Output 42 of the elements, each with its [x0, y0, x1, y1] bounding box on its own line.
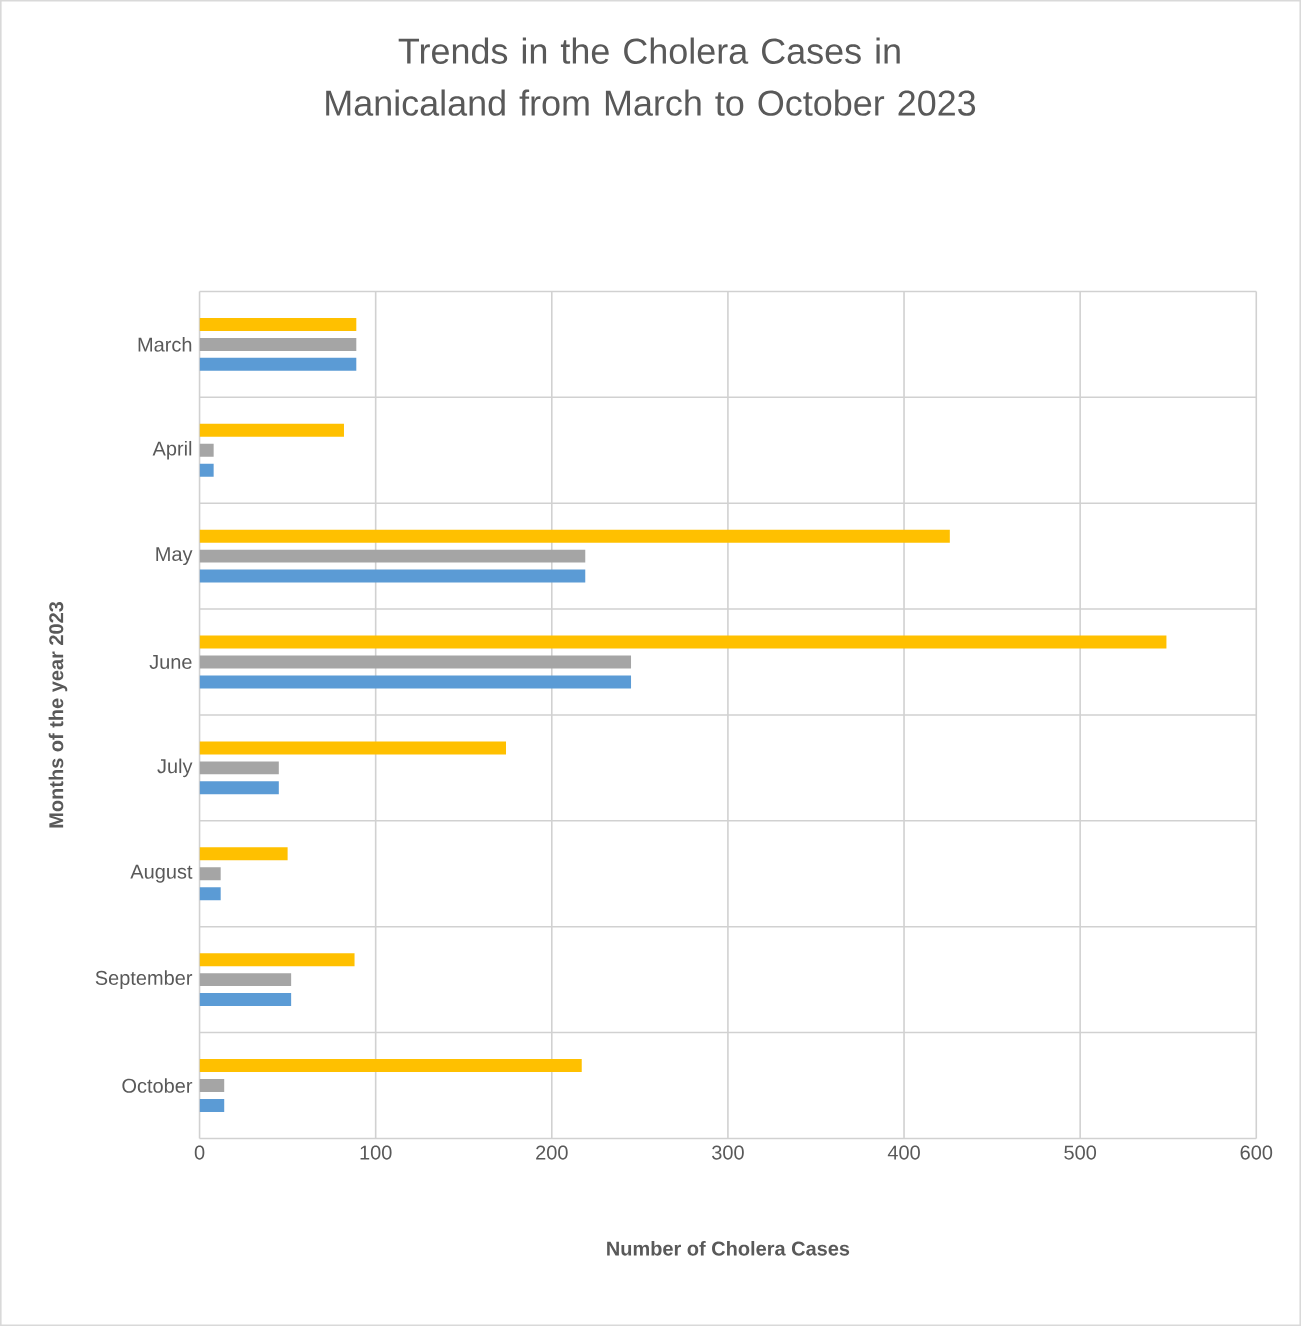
bar	[199, 655, 632, 669]
y-axis-title: Months of the year 2023	[48, 601, 68, 828]
chart-title: Trends in the Cholera Cases in Manicaland from March to October 2023	[326, 37, 976, 116]
bar	[199, 761, 279, 775]
bar	[199, 1059, 582, 1073]
y-tick-label: August	[130, 864, 193, 883]
x-tick-label: 500	[1064, 1145, 1097, 1160]
y-tick-label: April	[152, 440, 192, 460]
y-tick-label: June	[149, 655, 192, 669]
bar	[199, 357, 357, 371]
bar	[199, 423, 344, 437]
bar	[199, 337, 357, 351]
bar	[199, 1079, 225, 1092]
bar	[199, 973, 292, 987]
y-tick-label: March	[138, 337, 192, 352]
bar	[199, 781, 279, 795]
y-tick-label: October	[122, 1078, 193, 1093]
bar	[199, 887, 221, 901]
x-tick-label: 600	[1240, 1145, 1273, 1160]
bar	[199, 443, 214, 457]
x-tick-label: 300	[711, 1145, 744, 1160]
bar	[199, 847, 288, 861]
bar	[199, 635, 1167, 649]
x-tick-label: 0	[194, 1145, 205, 1160]
bar	[199, 317, 357, 331]
bar	[199, 867, 221, 881]
x-tick-label: 100	[360, 1145, 392, 1160]
y-tick-label: May	[156, 547, 193, 566]
bar	[199, 463, 214, 477]
x-tick-label: 400	[887, 1145, 920, 1160]
bar	[199, 549, 586, 563]
bar	[199, 953, 355, 967]
x-axis-title: Number of Cholera Cases	[607, 1240, 850, 1256]
bar	[199, 529, 950, 543]
bar	[199, 675, 632, 689]
x-tick-label: 200	[536, 1145, 568, 1160]
y-tick-label: July	[157, 758, 193, 778]
bar	[199, 741, 506, 755]
y-tick-label: September	[95, 970, 193, 989]
bar	[199, 569, 586, 583]
bar	[199, 993, 292, 1007]
bar	[199, 1098, 225, 1112]
